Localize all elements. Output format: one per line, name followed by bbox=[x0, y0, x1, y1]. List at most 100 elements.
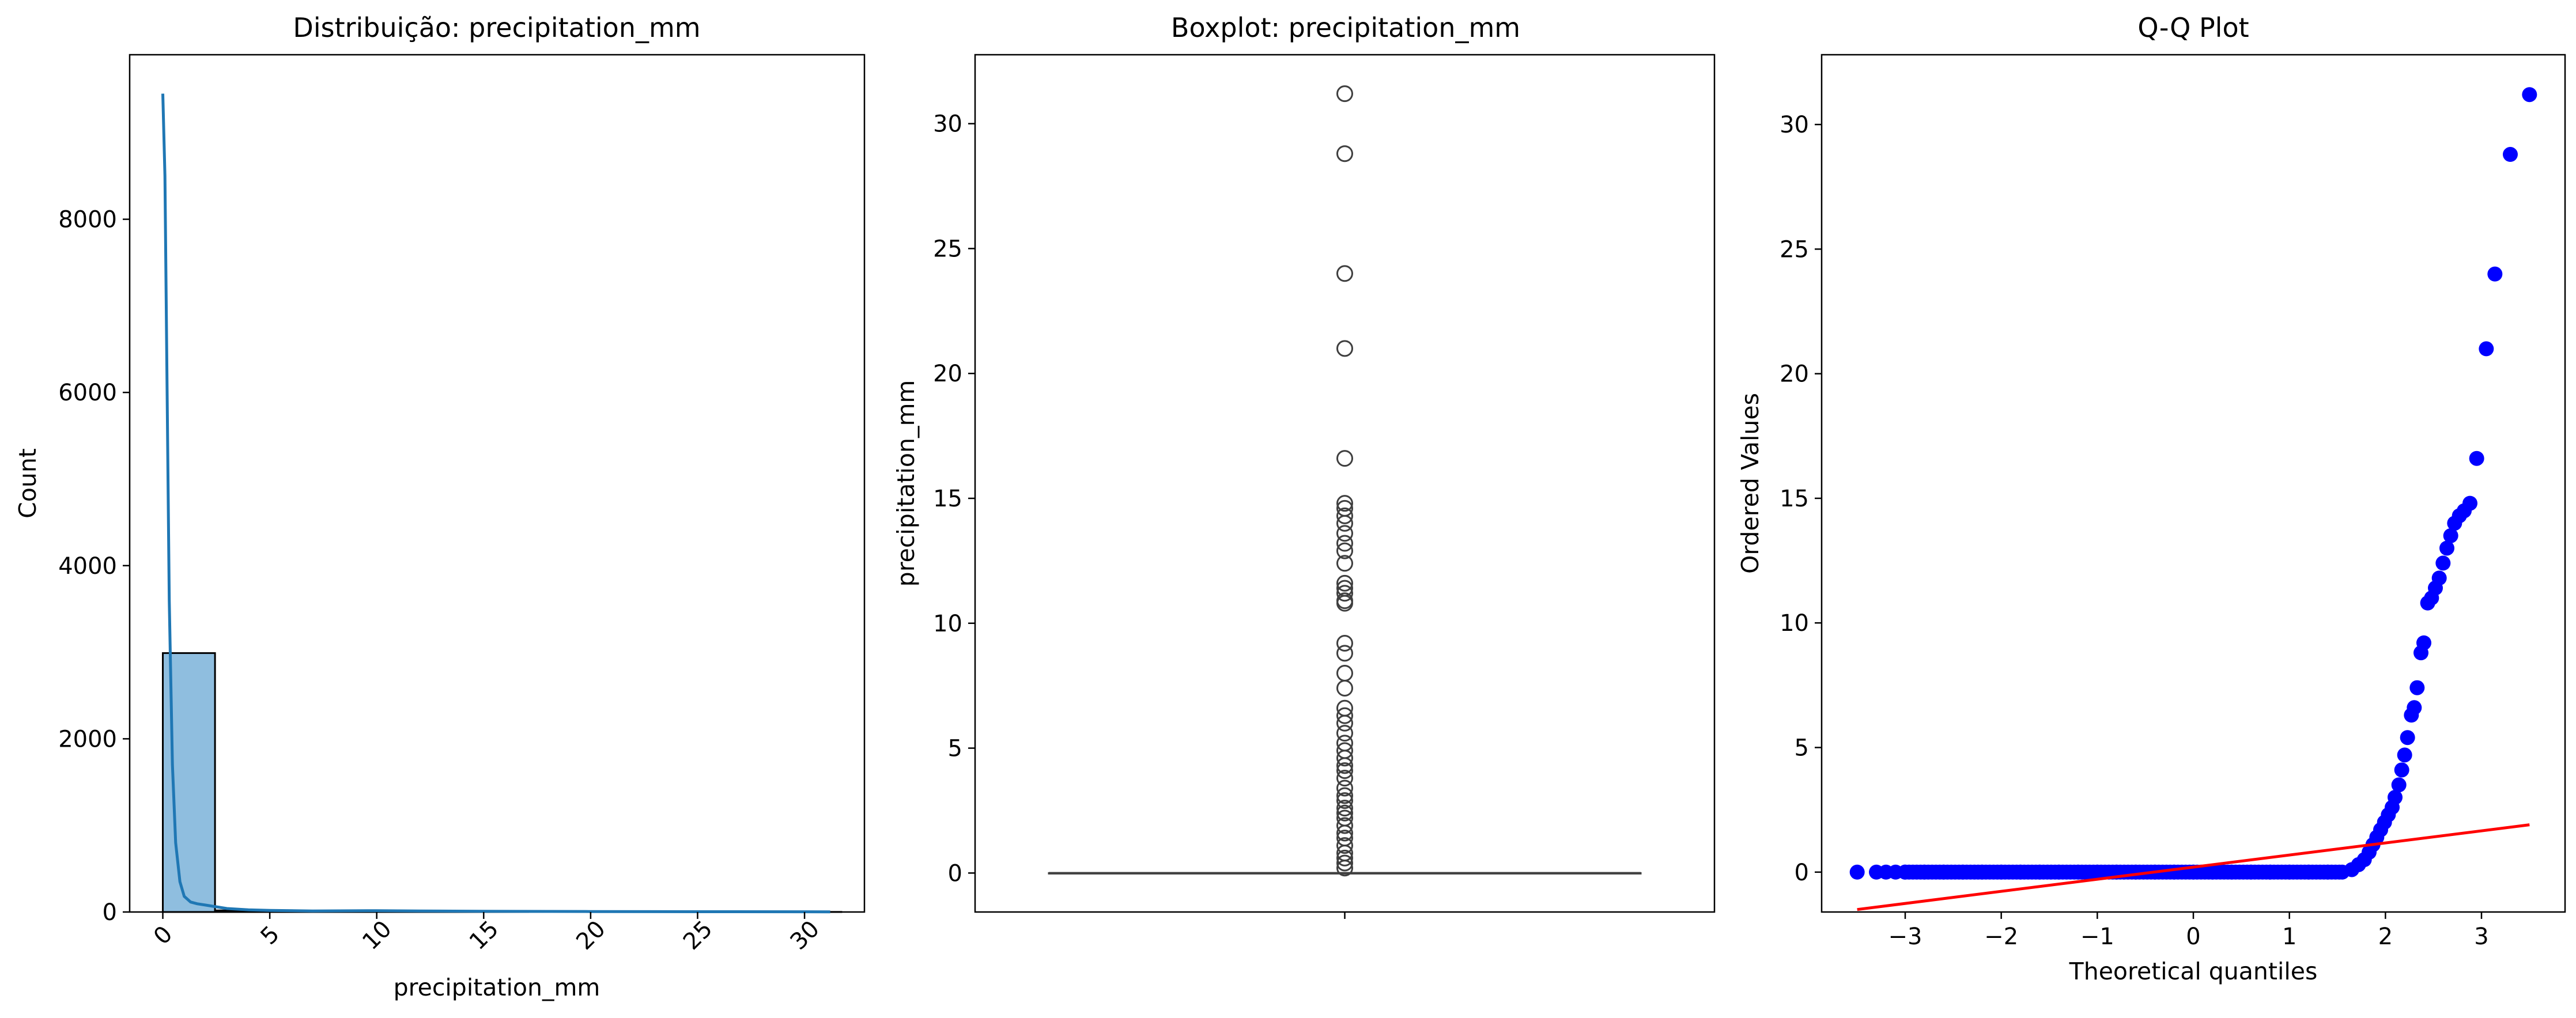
boxplot-plot-area bbox=[974, 54, 1716, 913]
outlier-point bbox=[1336, 514, 1353, 532]
histogram-plot-area bbox=[129, 54, 866, 913]
x-tick-label: 3 bbox=[2474, 924, 2488, 950]
y-tick-label: 30 bbox=[933, 111, 962, 138]
y-tick-label: 25 bbox=[933, 236, 962, 262]
qq-point bbox=[2435, 555, 2451, 571]
y-tick-label: 0 bbox=[103, 899, 117, 926]
qq-point bbox=[2462, 495, 2477, 511]
qq-point bbox=[2416, 635, 2431, 650]
y-tick-label: 30 bbox=[1780, 112, 1809, 138]
y-tick-label: 0 bbox=[1795, 860, 1809, 886]
outlier-point bbox=[1336, 450, 1353, 467]
qq-fit-line bbox=[1857, 823, 2530, 911]
y-tick-label: 5 bbox=[948, 736, 962, 762]
qq-ylabel: Ordered Values bbox=[1736, 393, 1764, 574]
outlier-point bbox=[1336, 770, 1353, 787]
x-tick-label: −2 bbox=[1984, 924, 2018, 950]
outlier-point bbox=[1336, 340, 1353, 357]
boxplot-panel: Boxplot: precipitation_mm 0 5 10 15 20 25 30 p… bbox=[892, 12, 1716, 919]
y-tick-label: 20 bbox=[1780, 361, 1809, 388]
outlier-point bbox=[1336, 495, 1353, 512]
qq-point bbox=[2400, 730, 2415, 745]
qq-point bbox=[2397, 747, 2412, 763]
outlier-point bbox=[1336, 854, 1353, 872]
outlier-point bbox=[1336, 574, 1353, 592]
y-tick-label: 10 bbox=[933, 611, 962, 637]
outlier-point bbox=[1336, 762, 1353, 779]
x-tick-label: −1 bbox=[2080, 924, 2114, 950]
outlier-point bbox=[1336, 800, 1353, 817]
outlier-point bbox=[1336, 787, 1353, 804]
y-tick-label: 15 bbox=[1780, 486, 1809, 512]
qq-point bbox=[2487, 266, 2503, 282]
outlier-point bbox=[1336, 85, 1353, 103]
outlier-point bbox=[1336, 792, 1353, 809]
qq-point bbox=[2407, 700, 2422, 716]
x-tick-label: 20 bbox=[571, 915, 611, 955]
kde-line bbox=[161, 93, 830, 914]
y-tick-label: 6000 bbox=[58, 380, 117, 406]
outlier-point bbox=[1336, 849, 1353, 866]
qq-title: Q-Q Plot bbox=[2137, 12, 2249, 43]
x-tick-label: 10 bbox=[357, 915, 397, 955]
qq-point bbox=[2469, 451, 2484, 466]
outlier-point bbox=[1336, 555, 1353, 572]
qq-point bbox=[2503, 147, 2518, 162]
qq-point bbox=[2391, 777, 2407, 793]
outlier-point bbox=[1336, 860, 1353, 877]
outlier-point bbox=[1336, 145, 1353, 162]
outlier-point bbox=[1336, 665, 1353, 682]
qq-point bbox=[2439, 540, 2454, 556]
y-tick-label: 0 bbox=[948, 860, 962, 887]
outlier-point bbox=[1336, 750, 1353, 767]
x-tick-label: 0 bbox=[2186, 924, 2200, 950]
outlier-point bbox=[1336, 265, 1353, 282]
qq-point bbox=[2443, 528, 2458, 543]
outlier-point bbox=[1336, 824, 1353, 842]
outlier-point bbox=[1336, 525, 1353, 542]
qq-point bbox=[2431, 570, 2447, 586]
histogram-panel: Distribuição: precipitation_mm 0 5 10 15 20 2… bbox=[14, 12, 866, 1001]
x-tick-label: 2 bbox=[2378, 924, 2393, 950]
outlier-point bbox=[1336, 645, 1353, 662]
qq-point bbox=[2388, 790, 2403, 805]
x-tick-label: 25 bbox=[678, 915, 718, 955]
x-tick-label: 15 bbox=[464, 915, 504, 955]
y-tick-label: 2000 bbox=[58, 726, 117, 752]
x-tick-label: 1 bbox=[2282, 924, 2297, 950]
outlier-point bbox=[1336, 779, 1353, 797]
outlier-point bbox=[1336, 535, 1353, 552]
qq-xlabel: Theoretical quantiles bbox=[2069, 958, 2318, 985]
x-tick-label: 5 bbox=[256, 921, 285, 950]
qq-point bbox=[2332, 864, 2347, 880]
y-tick-label: 20 bbox=[933, 361, 962, 387]
y-tick-label: 5 bbox=[1795, 735, 1809, 762]
x-tick-label: 0 bbox=[149, 921, 178, 950]
histogram-ylabel: Count bbox=[14, 448, 41, 519]
outlier-point bbox=[1336, 837, 1353, 854]
qq-point bbox=[2522, 87, 2537, 103]
qq-point bbox=[1849, 864, 1865, 880]
outlier-point bbox=[1336, 634, 1353, 652]
y-tick-label: 4000 bbox=[58, 553, 117, 580]
y-tick-label: 15 bbox=[933, 486, 962, 512]
x-tick-label: 30 bbox=[785, 915, 825, 955]
outlier-point bbox=[1336, 817, 1353, 834]
histogram-title: Distribuição: precipitation_mm bbox=[293, 12, 700, 43]
boxplot-ylabel: precipitation_mm bbox=[892, 380, 920, 587]
outlier-point bbox=[1336, 542, 1353, 559]
outlier-point bbox=[1336, 757, 1353, 774]
qq-point bbox=[2409, 680, 2425, 695]
histogram-xlabel: precipitation_mm bbox=[394, 974, 600, 1001]
outlier-point bbox=[1336, 707, 1353, 724]
qq-point bbox=[2479, 341, 2494, 357]
y-tick-label: 25 bbox=[1780, 236, 1809, 263]
y-tick-label: 10 bbox=[1780, 610, 1809, 637]
outlier-point bbox=[1336, 714, 1353, 732]
boxplot-marks: 0 5 10 15 20 25 30 bbox=[933, 85, 1642, 919]
qq-plot-area bbox=[1820, 54, 2566, 913]
outlier-point bbox=[1336, 680, 1353, 697]
